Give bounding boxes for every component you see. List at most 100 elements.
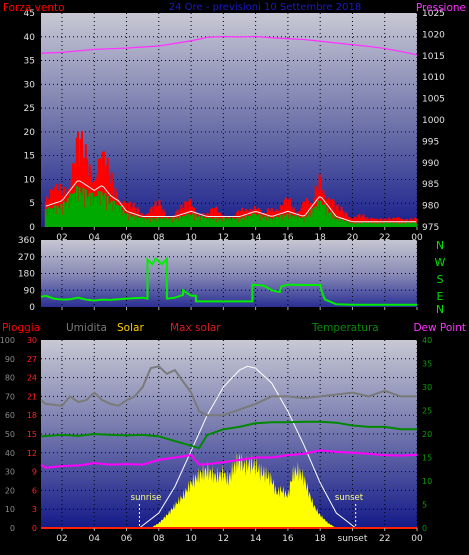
panel3-legend: Pioggia Umidita Solar Max solar Temperat… <box>2 322 466 334</box>
panel3-xtick-label: 12 <box>218 534 229 544</box>
panel1-series <box>40 35 418 227</box>
legend-solar: Solar <box>117 322 144 334</box>
humidity-tick-label: 10 <box>5 505 15 514</box>
panel2-axes: 0 90 180 270 360 <box>18 236 418 313</box>
temperature-tick-label: 15 <box>422 454 432 463</box>
panel3-xtick-label: 10 <box>185 534 197 544</box>
panel3-xtick-label: 18 <box>314 534 326 544</box>
rain-tick-label: 12 <box>27 449 37 458</box>
pressure-tick-label: 985 <box>422 180 439 190</box>
temperature-tick-label: 25 <box>422 407 432 416</box>
rain-tick-label: 18 <box>27 411 37 420</box>
humidity-line <box>40 365 417 417</box>
pressure-tick-label: 1025 <box>422 9 445 19</box>
panel3-xtick-label: 04 <box>89 534 101 544</box>
panel3-axes: 0102030405060708090100036912151821242730… <box>0 336 432 544</box>
wind-tick-label: 15 <box>24 152 35 162</box>
panel2-series <box>40 255 417 306</box>
chart-title: 24 Ore - previsioni 10 Settembre 2018 <box>169 2 361 13</box>
panel1-xtick-label: 18 <box>314 233 326 243</box>
rain-tick-label: 0 <box>32 524 37 533</box>
wind-direction-line <box>40 255 417 306</box>
wind-axis-label: Forza vento <box>3 2 65 14</box>
pressure-tick-label: 995 <box>422 137 439 147</box>
rain-tick-label: 6 <box>32 486 37 495</box>
humidity-tick-label: 0 <box>10 524 15 533</box>
wind-tick-label: 35 <box>24 57 35 67</box>
wind-direction-panel: 0 90 180 270 360 N W S E N <box>18 236 446 316</box>
panel1-xtick-label: 12 <box>218 233 229 243</box>
legend-max-solar: Max solar <box>170 322 221 334</box>
pressure-tick-label: 1000 <box>422 116 445 126</box>
panel1-xtick-label: 02 <box>56 233 67 243</box>
pressure-tick-label: 990 <box>422 159 439 169</box>
humidity-tick-label: 50 <box>5 430 15 439</box>
compass-letter-s: S <box>437 273 444 286</box>
rain-tick-label: 15 <box>27 430 37 439</box>
humidity-tick-label: 70 <box>5 392 15 401</box>
panel3-xtick-label: 00 <box>411 534 423 544</box>
panel3-xtick-label: 08 <box>153 534 165 544</box>
direction-tick-label: 360 <box>18 236 35 246</box>
direction-tick-label: 270 <box>18 253 35 263</box>
pressure-tick-label: 1005 <box>422 95 445 105</box>
direction-tick-label: 90 <box>24 286 36 296</box>
humidity-tick-label: 30 <box>5 468 15 477</box>
compass-letter-w: W <box>435 256 446 269</box>
temperature-tick-label: 20 <box>422 430 432 439</box>
panel1-xtick-label: 00 <box>411 233 423 243</box>
panel3-xtick-label: 22 <box>379 534 390 544</box>
temperature-tick-label: 5 <box>422 501 427 510</box>
panel1-xtick-label: 22 <box>379 233 390 243</box>
humidity-tick-label: 20 <box>5 486 15 495</box>
panel3-xtick-label: sunset <box>338 534 368 544</box>
panel1-xtick-label: 08 <box>153 233 165 243</box>
humidity-tick-label: 80 <box>5 374 15 383</box>
sunset-label: sunset <box>335 493 364 503</box>
wind-tick-label: 0 <box>29 223 35 233</box>
rain-tick-label: 27 <box>27 355 37 364</box>
rain-tick-label: 21 <box>27 392 37 401</box>
pressure-line <box>40 35 418 56</box>
panel3-xtick-label: 14 <box>250 534 262 544</box>
panel3-series <box>40 365 418 529</box>
temperature-line <box>40 420 417 450</box>
temperature-tick-label: 0 <box>422 524 427 533</box>
pressure-tick-label: 980 <box>422 202 439 212</box>
wind-tick-label: 20 <box>24 128 36 138</box>
panel3-xtick-label: 02 <box>56 534 67 544</box>
wind-tick-label: 5 <box>29 199 35 209</box>
compass-letter-e: E <box>437 290 444 303</box>
panel1-xtick-label: 16 <box>282 233 294 243</box>
legend-rain: Pioggia <box>2 322 40 334</box>
pressure-tick-label: 1010 <box>422 73 445 83</box>
panel1-xtick-label: 14 <box>250 233 262 243</box>
panel1-axes: 0510152025303540459759809859909951000100… <box>24 9 446 243</box>
direction-tick-label: 0 <box>29 303 35 313</box>
rain-tick-label: 9 <box>32 468 37 477</box>
temperature-humidity-panel: 0102030405060708090100036912151821242730… <box>0 336 432 544</box>
wind-tick-label: 10 <box>24 175 36 185</box>
rain-tick-label: 30 <box>27 336 37 345</box>
temperature-tick-label: 40 <box>422 336 432 345</box>
panel1-xtick-label: 04 <box>89 233 101 243</box>
humidity-tick-label: 40 <box>5 449 15 458</box>
dewpoint-line <box>40 449 418 469</box>
compass-letter-n-top: N <box>436 239 444 252</box>
panel1-xtick-label: 20 <box>347 233 359 243</box>
panel3-xtick-label: 06 <box>121 534 133 544</box>
temperature-tick-label: 30 <box>422 383 432 392</box>
panel1-xtick-label: 10 <box>185 233 197 243</box>
panel1-xtick-label: 06 <box>121 233 133 243</box>
compass-letter-n-bottom: N <box>436 303 444 316</box>
panel2-grid <box>41 240 418 307</box>
sunrise-label: sunrise <box>131 493 162 503</box>
pressure-tick-label: 1020 <box>422 30 445 40</box>
solar-area <box>150 451 337 528</box>
humidity-tick-label: 90 <box>5 355 15 364</box>
pressure-tick-label: 1015 <box>422 52 445 62</box>
wind-tick-label: 40 <box>24 33 36 43</box>
pressure-tick-label: 975 <box>422 223 439 233</box>
wind-pressure-panel: 0510152025303540459759809859909951000100… <box>3 2 466 243</box>
